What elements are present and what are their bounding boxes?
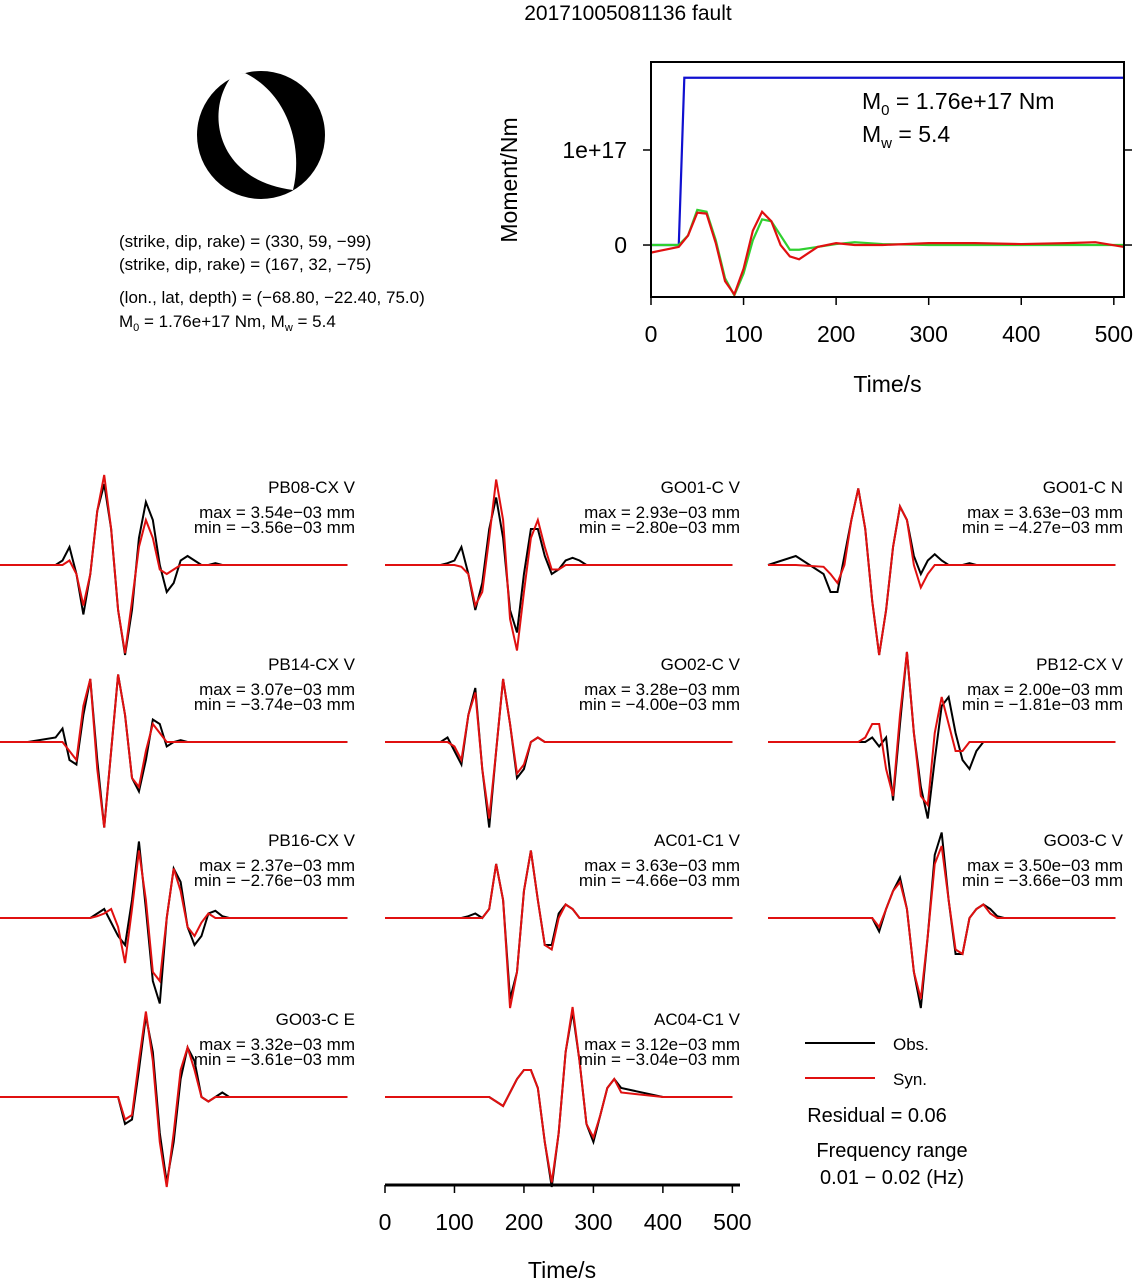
station-label: PB16-CX V: [268, 831, 356, 850]
x-tick-label: 0: [645, 321, 658, 347]
max-label: max = 3.63e−03 mm: [584, 856, 740, 875]
text: = 5.4: [293, 312, 336, 331]
max-label: max = 2.93e−03 mm: [584, 503, 740, 522]
max-label: max = 3.12e−03 mm: [584, 1035, 740, 1054]
x-axis-label: Time/s: [853, 371, 921, 397]
observed-trace: [768, 651, 1116, 819]
text: = 1.76e+17 Nm: [890, 88, 1055, 114]
min-label: min = −2.80e−03 mm: [579, 518, 740, 537]
x-tick-label: 100: [724, 321, 762, 347]
synthetic-trace: [385, 1006, 733, 1183]
plot-frame: [650, 61, 1125, 298]
mechanism-line: (strike, dip, rake) = (167, 32, −75): [119, 255, 371, 274]
min-label: min = −4.66e−03 mm: [579, 871, 740, 890]
x-axis-label: Time/s: [528, 1257, 596, 1281]
station-label: GO01-C N: [1043, 478, 1123, 497]
station-label: AC01-C1 V: [654, 831, 741, 850]
x-tick-label: 500: [1095, 321, 1133, 347]
legend-label: Obs.: [893, 1035, 929, 1054]
synthetic-trace: [768, 651, 1116, 808]
station-label: GO03-C E: [276, 1010, 355, 1029]
max-label: max = 2.00e−03 mm: [967, 680, 1123, 699]
y-tick-label: 0: [614, 232, 627, 258]
min-label: min = −3.74e−03 mm: [194, 695, 355, 714]
x-tick-label: 100: [435, 1209, 473, 1235]
station-label: GO03-C V: [1044, 831, 1124, 850]
text: M: [862, 88, 881, 114]
min-label: min = −3.56e−03 mm: [194, 518, 355, 537]
y-axis-label: Moment/Nm: [496, 117, 522, 242]
text: M: [862, 121, 881, 147]
y-tick-label: 1e+17: [562, 137, 627, 163]
max-label: max = 3.54e−03 mm: [199, 503, 355, 522]
synthetic-trace: [385, 850, 733, 1009]
max-label: max = 2.37e−03 mm: [199, 856, 355, 875]
mechanism-line: (strike, dip, rake) = (330, 59, −99): [119, 232, 371, 251]
station-label: PB08-CX V: [268, 478, 356, 497]
min-label: min = −3.04e−03 mm: [579, 1050, 740, 1069]
subscript: w: [880, 135, 892, 152]
max-label: max = 3.50e−03 mm: [967, 856, 1123, 875]
x-tick-label: 400: [644, 1209, 682, 1235]
series-line: [651, 208, 1124, 298]
min-label: min = −4.27e−03 mm: [962, 518, 1123, 537]
synthetic-trace: [768, 845, 1116, 1000]
min-label: min = −4.00e−03 mm: [579, 695, 740, 714]
max-label: max = 3.63e−03 mm: [967, 503, 1123, 522]
legend-label: Syn.: [893, 1070, 927, 1089]
text: M: [119, 312, 133, 331]
synthetic-trace: [0, 850, 348, 984]
synthetic-trace: [385, 479, 733, 651]
min-label: min = −3.61e−03 mm: [194, 1050, 355, 1069]
synthetic-trace: [385, 678, 733, 819]
x-tick-label: 200: [817, 321, 855, 347]
min-label: min = −3.66e−03 mm: [962, 871, 1123, 890]
annotation: M0 = 1.76e+17 Nm: [862, 88, 1054, 119]
annotation: Mw = 5.4: [862, 121, 950, 152]
text: = 1.76e+17 Nm, M: [139, 312, 285, 331]
text: = 5.4: [892, 121, 950, 147]
x-tick-label: 300: [910, 321, 948, 347]
max-label: max = 3.07e−03 mm: [199, 680, 355, 699]
station-label: PB14-CX V: [268, 655, 356, 674]
series-line: [650, 209, 1125, 297]
station-label: GO02-C V: [661, 655, 741, 674]
x-tick-label: 500: [713, 1209, 751, 1235]
x-tick-label: 400: [1002, 321, 1040, 347]
frequency-range: Frequency range: [816, 1140, 967, 1162]
max-label: max = 3.32e−03 mm: [199, 1035, 355, 1054]
x-tick-label: 300: [574, 1209, 612, 1235]
beachball: [197, 71, 325, 199]
min-label: min = −1.81e−03 mm: [962, 695, 1123, 714]
synthetic-trace: [0, 474, 348, 654]
x-tick-label: 0: [379, 1209, 392, 1235]
station-label: GO01-C V: [661, 478, 741, 497]
subscript: 0: [881, 102, 889, 119]
mechanism-line: (lon., lat, depth) = (−68.80, −22.40, 75…: [119, 288, 425, 307]
synthetic-trace: [768, 488, 1116, 656]
x-tick-label: 200: [505, 1209, 543, 1235]
synthetic-trace: [0, 1011, 348, 1188]
subscript: w: [284, 322, 293, 334]
subscript: 0: [133, 322, 139, 334]
frequency-range: 0.01 − 0.02 (Hz): [820, 1167, 964, 1189]
station-label: AC04-C1 V: [654, 1010, 741, 1029]
station-label: PB12-CX V: [1036, 655, 1124, 674]
residual: Residual = 0.06: [807, 1105, 947, 1127]
figure-title: 20171005081136 fault: [524, 2, 732, 25]
synthetic-trace: [0, 674, 348, 828]
min-label: min = −2.76e−03 mm: [194, 871, 355, 890]
mechanism-summary: M0 = 1.76e+17 Nm, Mw = 5.4: [119, 312, 336, 334]
max-label: max = 3.28e−03 mm: [584, 680, 740, 699]
